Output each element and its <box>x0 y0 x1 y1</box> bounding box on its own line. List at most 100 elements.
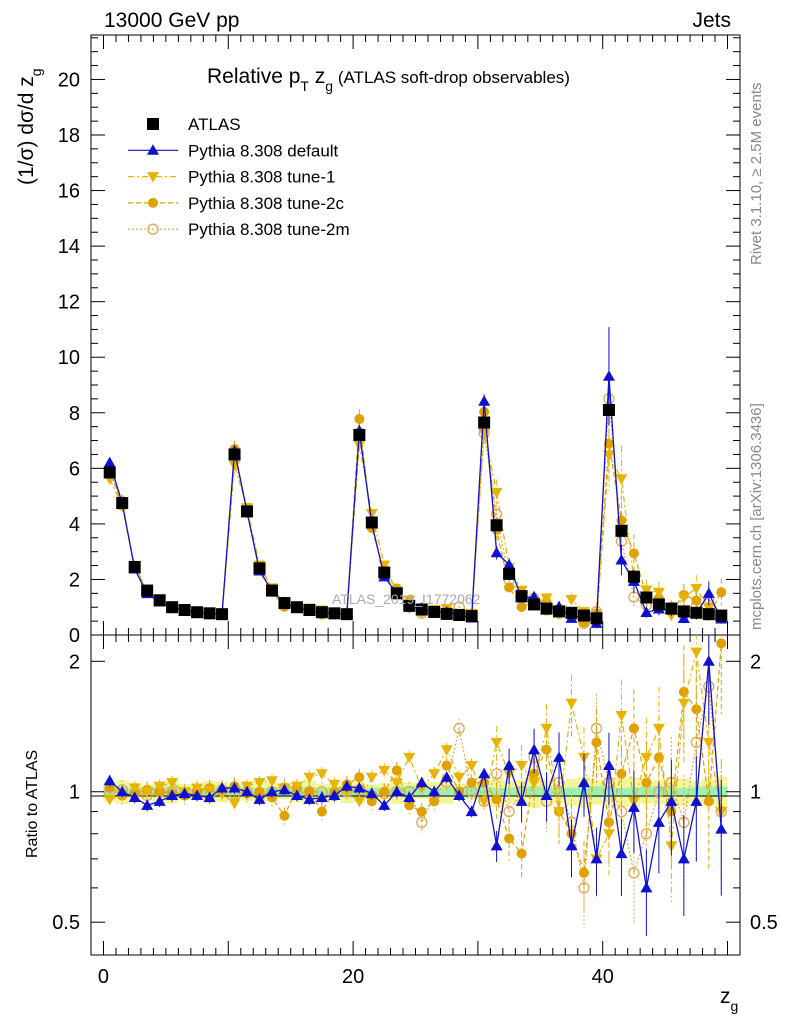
atlas-point <box>690 606 703 619</box>
atlas-point <box>478 416 491 429</box>
ratio-point <box>504 833 515 844</box>
ratio-point <box>304 786 315 797</box>
atlas-point <box>403 599 416 612</box>
atlas-point <box>303 604 316 616</box>
ratio-series-line <box>109 661 722 888</box>
series-line <box>109 398 722 625</box>
data-point <box>353 440 366 451</box>
legend-label: Pythia 8.308 tune-2c <box>188 194 344 213</box>
atlas-point <box>665 602 678 615</box>
atlas-point <box>627 570 640 583</box>
ratio-point <box>441 760 452 771</box>
legend-marker <box>147 223 159 235</box>
atlas-point <box>278 597 291 610</box>
atlas-point <box>378 566 391 579</box>
ratio-point <box>253 778 266 789</box>
atlas-point <box>340 608 353 621</box>
ratio-point <box>478 767 491 779</box>
ratio-point <box>290 781 303 793</box>
atlas-point <box>652 598 665 611</box>
ratio-stat-band <box>615 788 628 796</box>
ratio-point <box>665 795 678 806</box>
legend-marker <box>148 197 158 208</box>
ratio-point <box>340 780 353 791</box>
ratio-point <box>453 789 466 801</box>
ratio-point <box>390 785 403 797</box>
legend-label: ATLAS <box>188 115 241 134</box>
ratio-point <box>354 772 365 783</box>
atlas-point <box>153 594 166 607</box>
ratio-point <box>279 810 290 821</box>
ratio-point <box>153 795 166 806</box>
ratio-stat-band <box>590 786 603 798</box>
atlas-point <box>103 466 116 479</box>
ratio-point <box>516 848 527 859</box>
ratio-point <box>702 737 715 749</box>
ratio-point <box>515 760 528 772</box>
atlas-point <box>577 609 590 622</box>
ratio-point <box>690 647 703 659</box>
ratio-point <box>278 783 291 795</box>
atlas-point <box>166 601 179 614</box>
ratio-point <box>591 737 602 748</box>
ratio-point <box>403 791 416 802</box>
data-point <box>565 594 578 606</box>
ratio-point <box>465 760 478 772</box>
ratio-point <box>415 776 428 788</box>
header-left: 13000 GeV pp <box>104 9 239 32</box>
ratio-point <box>652 723 665 735</box>
ratio-point <box>265 776 278 787</box>
rivet-label: Rivet 3.1.10, ≥ 2.5M events <box>748 83 765 266</box>
ratio-point <box>416 816 428 828</box>
ratio-point <box>191 783 204 795</box>
ratio-point <box>153 781 166 793</box>
ratio-series-line <box>109 643 722 873</box>
atlas-point <box>640 591 653 604</box>
atlas-point <box>503 567 516 580</box>
ratio-point <box>677 852 690 864</box>
atlas-point <box>191 606 204 619</box>
atlas-point <box>602 404 615 416</box>
y-tick-label: 4 <box>69 514 80 536</box>
ratio-point <box>191 789 204 801</box>
ratio-tick-label: 0.5 <box>52 912 80 934</box>
chart-title: Relative pT zg (ATLAS soft-drop observab… <box>207 65 570 94</box>
atlas-point <box>702 608 715 621</box>
ratio-point <box>540 789 553 801</box>
ratio-point <box>603 817 614 828</box>
ratio-point <box>503 805 515 818</box>
ratio-point <box>540 723 553 735</box>
atlas-point <box>290 601 303 614</box>
series-ratio-0 <box>103 635 728 937</box>
ratio-point <box>615 805 628 818</box>
atlas-point <box>415 603 428 616</box>
atlas-point <box>128 560 141 573</box>
y-tick-label: 8 <box>69 403 80 425</box>
data-point <box>702 587 715 598</box>
atlas-point <box>565 606 578 619</box>
y-tick-label: 10 <box>58 347 80 369</box>
data-point <box>504 582 515 593</box>
ratio-point <box>103 794 116 806</box>
legend-marker <box>147 118 159 130</box>
ratio-point <box>565 839 578 851</box>
ratio-point <box>716 638 727 649</box>
legend-marker <box>147 144 159 155</box>
ratio-point <box>690 795 703 806</box>
data-point <box>716 587 727 598</box>
ratio-stat-band <box>440 787 453 796</box>
atlas-point <box>328 607 341 620</box>
ratio-point <box>378 799 391 810</box>
ratio-point <box>652 816 665 827</box>
atlas-point <box>203 607 216 620</box>
data-point <box>516 602 527 612</box>
ratio-point <box>241 785 254 797</box>
y-tick-label: 12 <box>58 292 80 314</box>
ratio-point <box>428 769 441 780</box>
atlas-point <box>241 505 254 518</box>
atlas-point <box>453 609 466 621</box>
analysis-watermark: ATLAS_2019_I1772062 <box>332 591 481 607</box>
ratio-point <box>328 779 341 791</box>
data-point <box>103 456 116 468</box>
ratio-point <box>379 786 390 797</box>
